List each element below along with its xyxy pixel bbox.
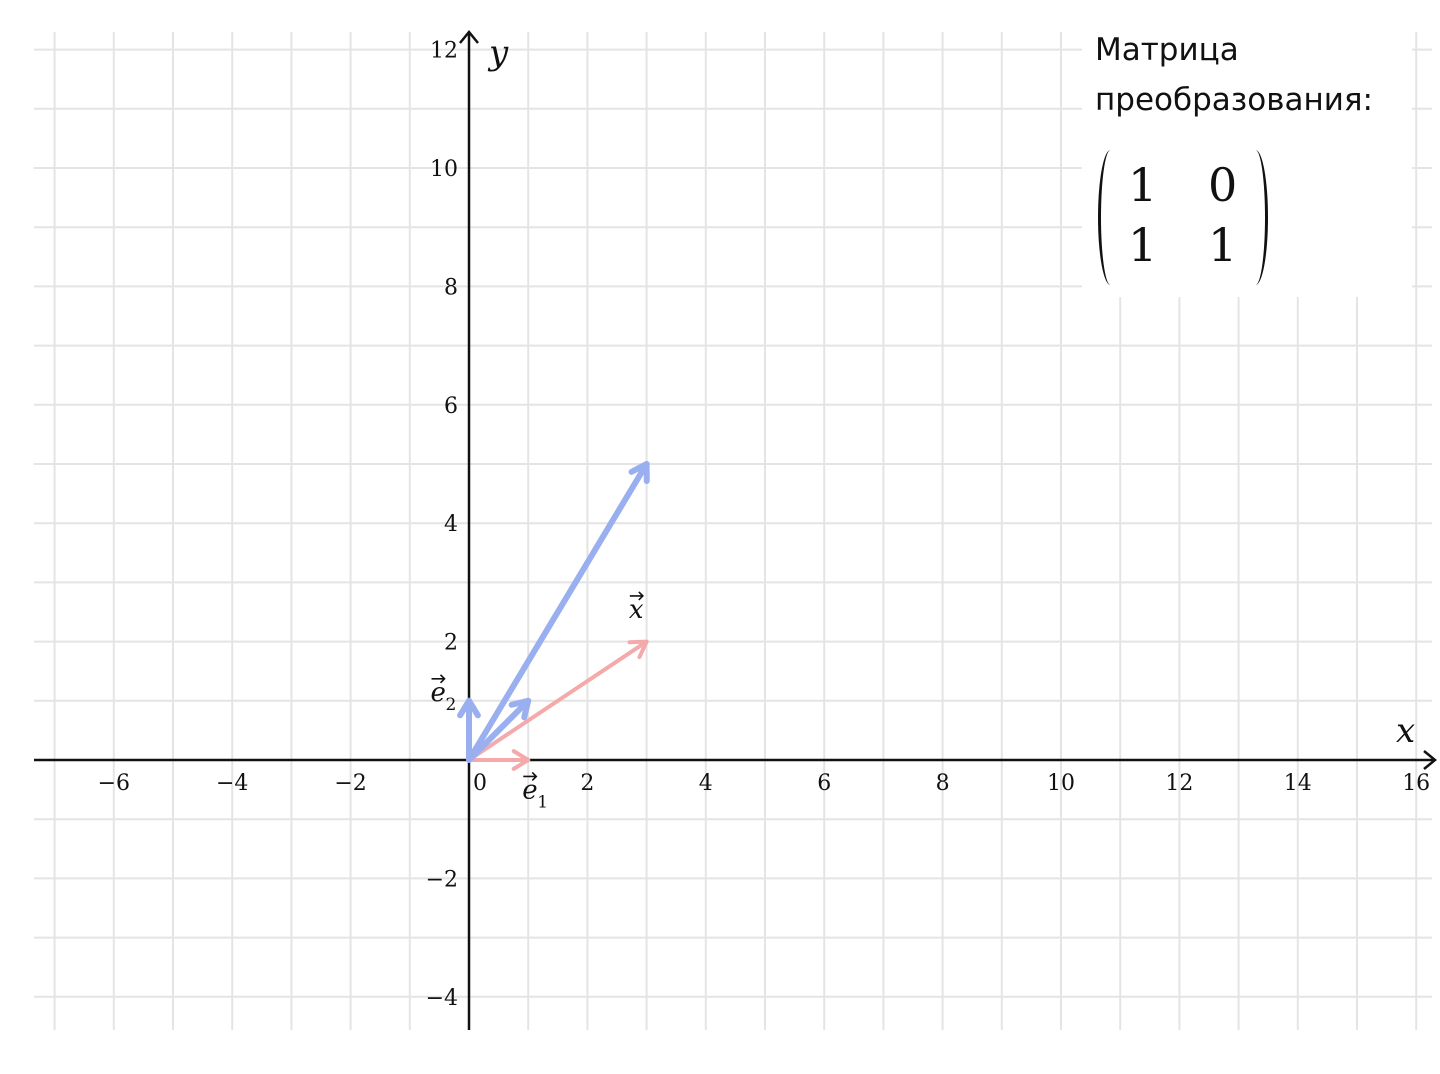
x-tick-label: 2 <box>580 771 594 796</box>
y-tick-label: 6 <box>444 394 458 419</box>
vectors <box>457 461 650 771</box>
x-tick-label: −4 <box>216 771 248 796</box>
x-tick-label: 10 <box>1047 771 1075 796</box>
vector-label-text: x <box>629 595 644 625</box>
vector-label-text: e <box>522 775 537 805</box>
x-tick-label: 6 <box>817 771 831 796</box>
matrix-panel: Матрица преобразования: 1 0 1 1 <box>1082 22 1412 297</box>
vector-Ae2 <box>457 697 481 763</box>
vector-label-x: x <box>629 591 644 625</box>
vector-Ax <box>466 461 650 763</box>
vector-x-head <box>627 639 649 660</box>
x-tick-label: −2 <box>334 771 366 796</box>
matrix-cell-11: 1 <box>1128 158 1158 212</box>
x-tick-label: −6 <box>98 771 130 796</box>
x-tick-label: 16 <box>1402 771 1430 796</box>
vector-label-subscript: 2 <box>446 695 457 715</box>
left-parenthesis <box>1098 150 1123 285</box>
matrix-cell-22: 1 <box>1208 218 1238 272</box>
matrix-caption-line1: Матрица <box>1095 32 1239 68</box>
vector-accent-arrow <box>523 771 538 782</box>
x-axis-arrowhead <box>1423 750 1437 770</box>
y-tick-label: 10 <box>430 157 458 182</box>
vector-e1 <box>467 749 531 771</box>
vector-Ae1-head <box>508 697 532 721</box>
vector-labels: e 1e 2x <box>431 591 644 812</box>
vector-Ae2-head <box>457 697 481 719</box>
axes: xy <box>34 30 1437 1030</box>
x-tick-label: 0 <box>473 771 487 796</box>
matrix-caption: Матрица преобразования: <box>1082 22 1412 125</box>
y-tick-label: 12 <box>430 39 458 64</box>
y-tick-label: −2 <box>426 867 458 892</box>
matrix-cell-21: 1 <box>1128 218 1158 272</box>
matrix-caption-line2: преобразования: <box>1095 82 1374 118</box>
vector-Ae1 <box>466 697 532 763</box>
vector-accent-arrow <box>431 674 446 684</box>
x-axis-label: x <box>1396 711 1415 751</box>
x-tick-label: 12 <box>1165 771 1193 796</box>
vector-Ae1-shaft <box>466 697 532 763</box>
x-tick-label: 8 <box>936 771 950 796</box>
vector-accent-arrow <box>629 591 644 601</box>
transformation-matrix: 1 0 1 1 <box>1098 150 1268 285</box>
x-tick-label: 14 <box>1284 771 1312 796</box>
matrix-cell-12: 0 <box>1208 158 1238 212</box>
y-tick-label: 2 <box>444 631 458 656</box>
y-tick-label: 8 <box>444 275 458 300</box>
y-axis-arrowhead <box>459 30 479 44</box>
vector-label-text: e <box>431 678 446 708</box>
vector-x-shaft <box>467 639 649 762</box>
vector-x <box>467 639 649 762</box>
right-parenthesis <box>1243 150 1268 285</box>
y-tick-label: −4 <box>426 986 458 1011</box>
vector-Ax-head <box>628 461 650 484</box>
vector-e1-head <box>511 749 531 771</box>
vector-label-subscript: 1 <box>537 792 548 812</box>
y-tick-label: 4 <box>444 512 458 537</box>
y-axis-label: y <box>487 33 509 73</box>
vector-Ax-shaft <box>466 461 650 763</box>
x-tick-label: 4 <box>699 771 713 796</box>
